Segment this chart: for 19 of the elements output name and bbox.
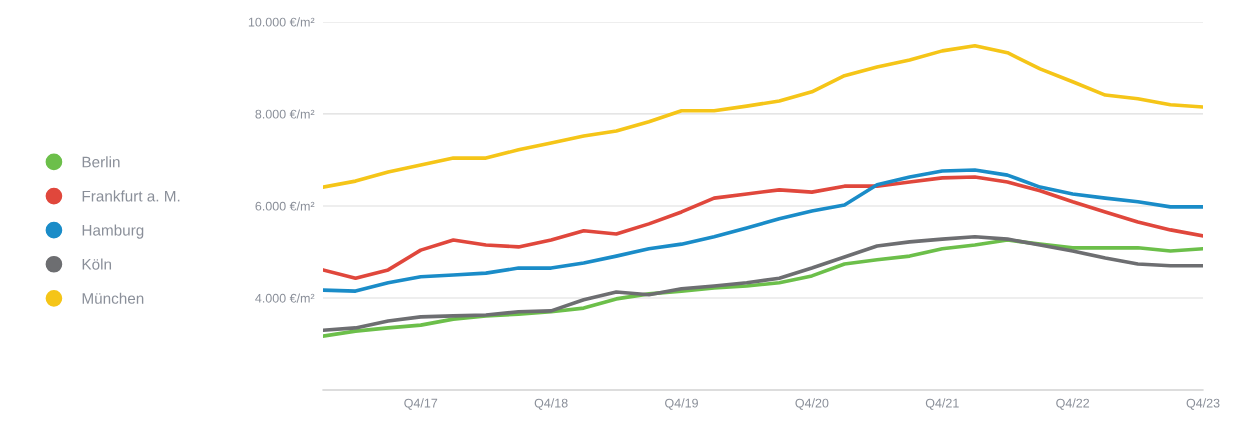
- x-tick-label: Q4/20: [795, 398, 829, 410]
- line-series: [322, 168, 1204, 293]
- y-tick-label: 6.000 €/m²: [255, 201, 315, 211]
- x-tick-label: Q4/22: [1056, 398, 1090, 410]
- x-tick-label: Q4/19: [665, 398, 698, 410]
- x-tick-label: Q4/18: [534, 398, 568, 410]
- legend-label: München: [82, 292, 144, 304]
- legend-label: Hamburg: [82, 224, 144, 239]
- x-tick-label: Q4/23: [1186, 398, 1220, 410]
- legend-label: Berlin: [82, 156, 120, 168]
- legend-label: Köln: [82, 258, 112, 270]
- x-tick-label: Q4/21: [925, 398, 959, 410]
- y-tick-label: 4.000 €/m²: [255, 293, 315, 303]
- x-tick-label: Q4/17: [404, 398, 438, 410]
- line-series: [322, 175, 1204, 281]
- line-series: [322, 44, 1204, 189]
- legend-label: Frankfurt a. M.: [82, 190, 180, 202]
- y-tick-label: 10.000 €/m²: [248, 17, 315, 27]
- y-tick-label: 8.000 €/m²: [255, 109, 315, 119]
